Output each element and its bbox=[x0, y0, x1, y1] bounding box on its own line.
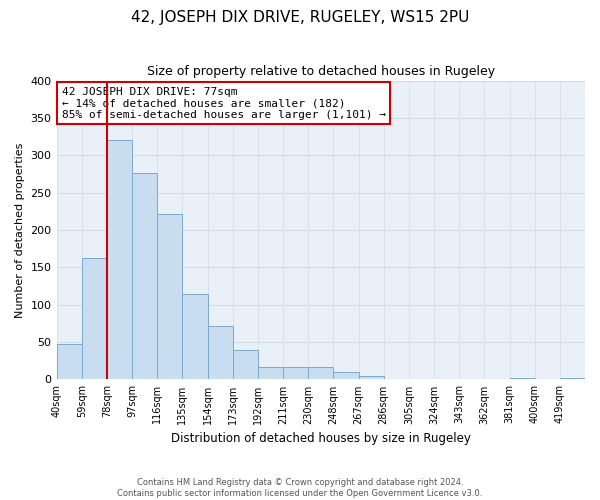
Text: 42 JOSEPH DIX DRIVE: 77sqm
← 14% of detached houses are smaller (182)
85% of sem: 42 JOSEPH DIX DRIVE: 77sqm ← 14% of deta… bbox=[62, 86, 386, 120]
Title: Size of property relative to detached houses in Rugeley: Size of property relative to detached ho… bbox=[147, 65, 495, 78]
X-axis label: Distribution of detached houses by size in Rugeley: Distribution of detached houses by size … bbox=[171, 432, 471, 445]
Y-axis label: Number of detached properties: Number of detached properties bbox=[15, 142, 25, 318]
Bar bbox=[560, 378, 585, 380]
Text: Contains HM Land Registry data © Crown copyright and database right 2024.
Contai: Contains HM Land Registry data © Crown c… bbox=[118, 478, 482, 498]
Bar bbox=[334, 372, 359, 380]
Bar bbox=[107, 140, 132, 380]
Bar bbox=[56, 344, 82, 380]
Bar bbox=[509, 378, 535, 380]
Bar bbox=[208, 326, 233, 380]
Text: 42, JOSEPH DIX DRIVE, RUGELEY, WS15 2PU: 42, JOSEPH DIX DRIVE, RUGELEY, WS15 2PU bbox=[131, 10, 469, 25]
Bar bbox=[258, 366, 283, 380]
Bar bbox=[308, 366, 334, 380]
Bar bbox=[157, 214, 182, 380]
Bar bbox=[283, 366, 308, 380]
Bar bbox=[359, 376, 383, 380]
Bar bbox=[182, 294, 208, 380]
Bar bbox=[233, 350, 258, 380]
Bar bbox=[82, 258, 107, 380]
Bar bbox=[132, 173, 157, 380]
